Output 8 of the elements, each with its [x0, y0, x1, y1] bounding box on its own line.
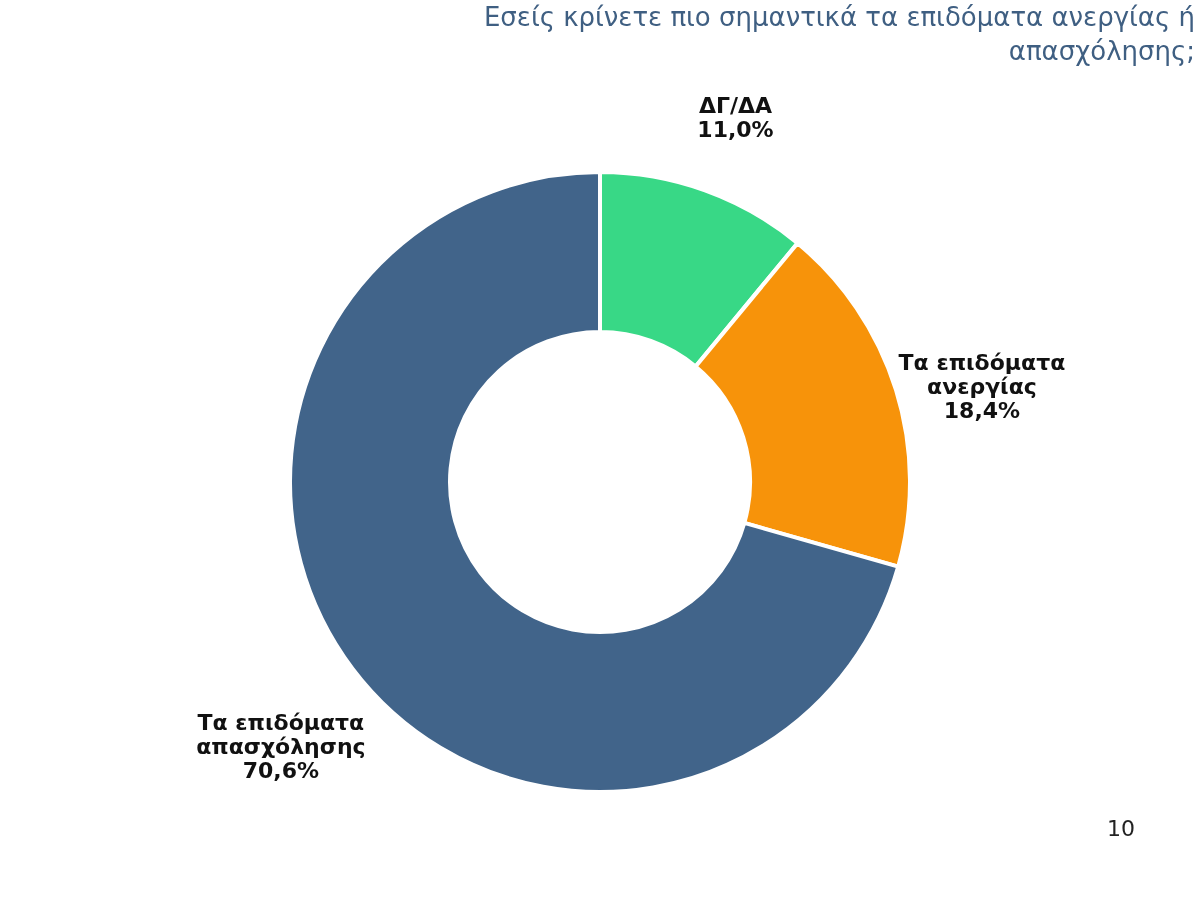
data-label: 11,0% — [697, 116, 774, 142]
slice-label: Τα επιδόματα ανεργίας — [898, 350, 1066, 400]
data-label: 70,6% — [242, 758, 320, 784]
slice-label: Τα επιδόματα απασχόλησης — [196, 710, 366, 760]
text: 10 — [1107, 816, 1135, 841]
data-label: 18,4% — [943, 398, 1021, 424]
chart-title: Εσείς κρίνετε πιο σημαντικά τα επιδόματα ανεργίας ή απασχόλησης; — [483, 2, 1195, 66]
slice-label: ΔΓ/ΔΑ — [698, 92, 773, 118]
